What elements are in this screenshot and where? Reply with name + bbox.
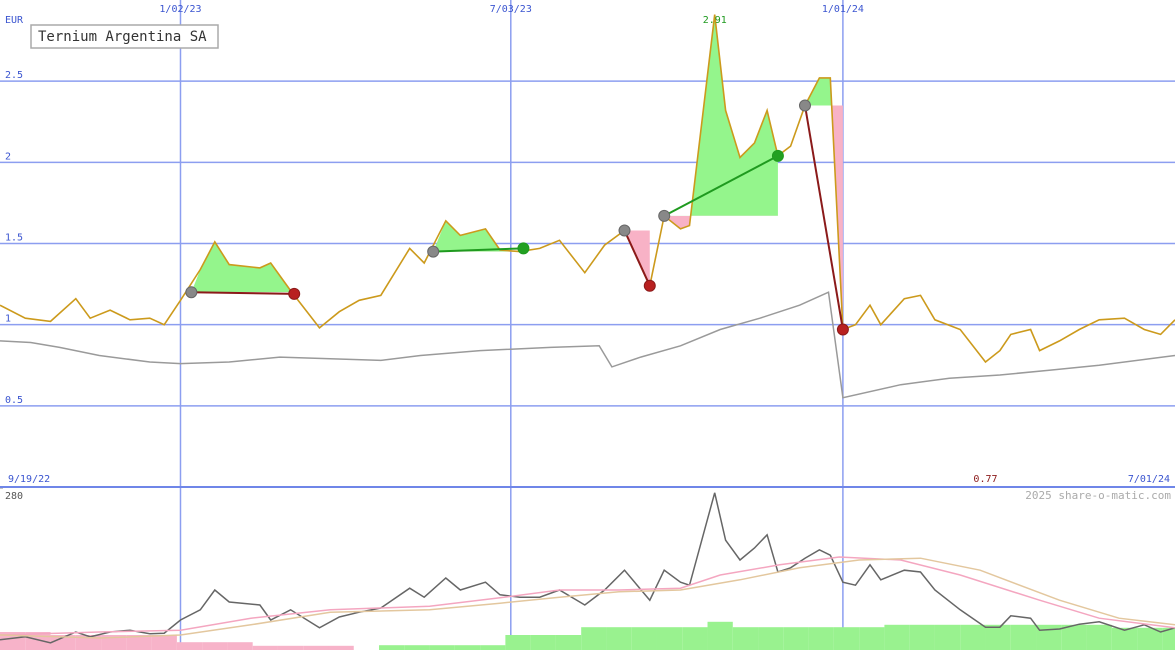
bar xyxy=(101,635,127,650)
bar xyxy=(277,645,304,650)
x-start-label: 9/19/22 xyxy=(8,474,50,485)
bar xyxy=(1162,627,1175,650)
trade-fill xyxy=(664,215,778,229)
bar xyxy=(985,624,1011,650)
trade-entry xyxy=(618,224,631,237)
min-label: 0.77 xyxy=(973,474,997,485)
bar xyxy=(303,645,329,650)
trade-fill xyxy=(433,220,524,252)
trade-line xyxy=(433,247,524,253)
bar xyxy=(581,627,607,650)
bar xyxy=(379,645,405,650)
bar xyxy=(202,642,228,650)
y-tick-label: 280 xyxy=(5,491,23,502)
bar xyxy=(480,645,506,650)
series-line xyxy=(0,14,1175,364)
watermark: 2025 share-o-matic.com xyxy=(1025,489,1171,502)
trade-exit xyxy=(771,149,784,162)
bar xyxy=(909,624,935,650)
bar xyxy=(1061,624,1087,650)
chart-title: Ternium Argentina SA xyxy=(38,29,207,45)
bar xyxy=(808,627,834,650)
trade-fill xyxy=(191,241,295,293)
bar xyxy=(252,645,278,650)
bar xyxy=(454,645,481,650)
trade-entry xyxy=(798,99,811,112)
bar xyxy=(682,627,708,650)
bar xyxy=(934,624,961,650)
y-tick-label: 1.5 xyxy=(5,233,23,244)
x-tick-label: 1/02/23 xyxy=(159,4,201,15)
bar xyxy=(50,635,76,650)
bar xyxy=(176,642,203,650)
trade-fill xyxy=(804,77,843,106)
trade-entry xyxy=(427,245,440,258)
x-tick-label: 7/03/23 xyxy=(490,4,532,15)
y-tick-label: 1 xyxy=(5,314,11,325)
bar xyxy=(404,645,430,650)
bar xyxy=(707,621,733,650)
y-tick-label: 2 xyxy=(5,151,11,162)
trade-line xyxy=(663,154,779,217)
bar xyxy=(884,624,910,650)
bar xyxy=(0,632,26,650)
bar xyxy=(1137,627,1163,650)
bar xyxy=(758,627,784,650)
bar xyxy=(1010,624,1037,650)
trade-line xyxy=(804,105,844,330)
trade-entry xyxy=(185,286,198,299)
title-box xyxy=(30,24,219,49)
bar xyxy=(555,635,582,650)
trade-fill xyxy=(804,105,843,330)
bar xyxy=(606,627,632,650)
bar xyxy=(833,627,860,650)
bar xyxy=(530,635,556,650)
trade-exit xyxy=(836,323,849,336)
trade-line xyxy=(623,230,651,287)
bar xyxy=(783,627,809,650)
bar xyxy=(656,627,683,650)
bar xyxy=(960,624,986,650)
x-end-label: 7/01/24 xyxy=(1128,474,1170,485)
bar xyxy=(429,645,455,650)
bar xyxy=(1086,624,1112,650)
trade-exit xyxy=(517,242,530,255)
bar xyxy=(505,635,531,650)
trade-exit xyxy=(288,287,301,300)
bar xyxy=(227,642,253,650)
trade-entry xyxy=(658,209,671,222)
bar xyxy=(126,635,152,650)
series-line xyxy=(0,556,1175,636)
series-line xyxy=(0,291,1175,399)
y-axis-label: EUR xyxy=(5,15,24,26)
bar xyxy=(631,627,657,650)
series-line xyxy=(0,557,1175,639)
x-tick-label: 1/01/24 xyxy=(822,4,864,15)
trade-line xyxy=(191,291,295,295)
y-tick-label: 0.5 xyxy=(5,395,23,406)
max-label: 2.91 xyxy=(703,15,727,26)
bar xyxy=(75,635,102,650)
y-tick-label: 2.5 xyxy=(5,70,23,81)
bar xyxy=(151,635,177,650)
trade-fill xyxy=(664,14,778,216)
series-line xyxy=(0,492,1175,644)
bar xyxy=(859,627,885,650)
bar xyxy=(1111,627,1138,650)
bar xyxy=(732,627,759,650)
bar xyxy=(328,645,354,650)
trade-exit xyxy=(643,279,656,292)
